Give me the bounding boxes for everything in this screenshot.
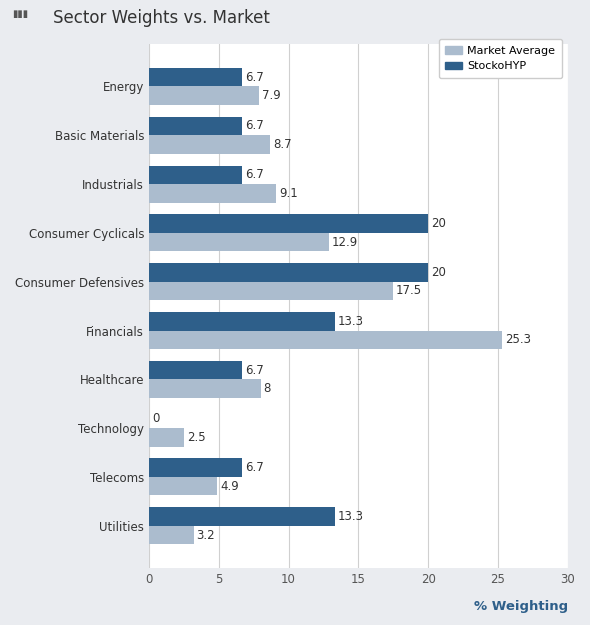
Text: 25.3: 25.3 (505, 333, 531, 346)
Bar (149, 233, 329, 251)
Text: 8: 8 (263, 382, 271, 395)
Bar (149, 331, 502, 349)
Text: 12.9: 12.9 (332, 236, 358, 249)
Text: 6.7: 6.7 (245, 168, 264, 181)
Bar (149, 68, 242, 86)
Bar (149, 312, 335, 331)
Text: 2.5: 2.5 (186, 431, 205, 444)
Bar (149, 508, 335, 526)
X-axis label: % Weighting: % Weighting (474, 599, 568, 612)
Bar (149, 263, 428, 282)
Text: 4.9: 4.9 (220, 480, 239, 492)
Bar (149, 428, 184, 447)
Text: 17.5: 17.5 (396, 284, 422, 298)
Text: 0: 0 (152, 412, 159, 426)
Text: 6.7: 6.7 (245, 71, 264, 84)
Text: 6.7: 6.7 (245, 119, 264, 132)
Bar (149, 458, 242, 477)
Bar (149, 477, 217, 496)
Legend: Market Average, StockoHYP: Market Average, StockoHYP (438, 39, 562, 78)
Bar (149, 166, 242, 184)
Text: ▮▮▮: ▮▮▮ (12, 9, 28, 19)
Text: 6.7: 6.7 (245, 461, 264, 474)
Text: 3.2: 3.2 (196, 529, 215, 541)
Text: 9.1: 9.1 (278, 187, 297, 200)
Text: 7.9: 7.9 (262, 89, 281, 102)
Text: 13.3: 13.3 (337, 510, 363, 523)
Bar (149, 379, 261, 398)
Bar (149, 361, 242, 379)
Bar (149, 117, 242, 135)
Bar (149, 86, 259, 105)
Bar (149, 135, 270, 154)
Text: 6.7: 6.7 (245, 364, 264, 376)
Text: Sector Weights vs. Market: Sector Weights vs. Market (53, 9, 270, 28)
Text: 20: 20 (431, 217, 445, 230)
Bar (149, 184, 276, 203)
Bar (149, 282, 393, 300)
Text: 8.7: 8.7 (273, 138, 292, 151)
Text: 13.3: 13.3 (337, 315, 363, 328)
Text: 20: 20 (431, 266, 445, 279)
Bar (149, 214, 428, 233)
Bar (149, 526, 194, 544)
